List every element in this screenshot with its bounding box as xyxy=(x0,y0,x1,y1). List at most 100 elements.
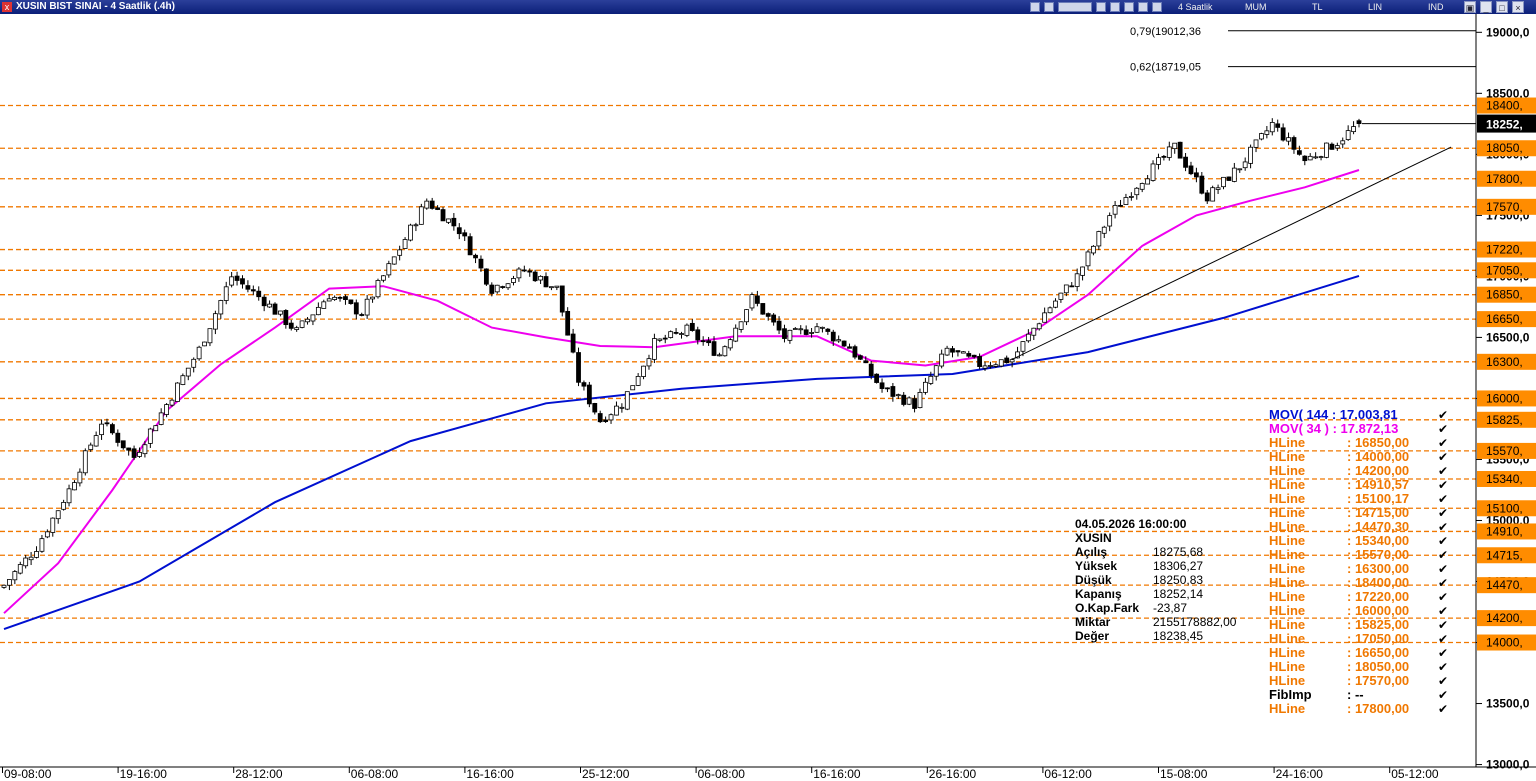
minimize-icon[interactable]: _ xyxy=(1480,1,1492,13)
candle-up xyxy=(375,280,381,298)
scale-selector[interactable]: LIN xyxy=(1368,2,1383,12)
hline-label: 14715, xyxy=(1486,548,1523,562)
maximize-icon[interactable]: □ xyxy=(1496,1,1508,13)
candle xyxy=(337,296,343,302)
toolbar-icon-4[interactable] xyxy=(1096,2,1106,12)
trend-line-segment xyxy=(1011,146,1452,360)
candle-up xyxy=(1123,197,1129,205)
candle-up xyxy=(218,300,224,315)
candle-up xyxy=(50,517,56,533)
candle-up xyxy=(727,339,733,349)
legend-check: ✔ xyxy=(1438,534,1448,548)
legend-item-name: HLine xyxy=(1269,645,1305,660)
candle xyxy=(679,331,684,339)
candle xyxy=(852,344,858,360)
legend-item-value: : 16850,00 xyxy=(1347,435,1409,450)
candle-up xyxy=(733,327,739,342)
candle-up xyxy=(1324,142,1329,158)
candle-down xyxy=(977,356,982,367)
toolbar-icon-7[interactable] xyxy=(1138,2,1148,12)
candle-down xyxy=(754,295,760,304)
toolbar-icon-8[interactable] xyxy=(1152,2,1162,12)
candle xyxy=(684,323,690,338)
candle xyxy=(641,365,646,380)
price-chart[interactable]: 0,79(19012,36 0,62(18719,05 04.05.2026 16… xyxy=(0,14,1536,781)
candle-up xyxy=(641,365,646,377)
candle xyxy=(153,425,159,432)
pencil-icon[interactable] xyxy=(1124,2,1134,12)
toolbar-icon-3[interactable] xyxy=(1058,2,1092,12)
legend-item-value: : 16000,00 xyxy=(1347,603,1409,618)
toolbar-icon-1[interactable] xyxy=(1030,2,1040,12)
candle-up xyxy=(1074,273,1080,287)
candle-up xyxy=(305,318,310,323)
legend-item-value: : 17220,00 xyxy=(1347,589,1409,604)
candle xyxy=(906,396,912,406)
toolbar-icon-5[interactable] xyxy=(1110,2,1120,12)
period-selector[interactable]: 4 Saatlik xyxy=(1178,2,1213,12)
candle xyxy=(933,365,939,381)
candle xyxy=(1139,182,1145,193)
candle xyxy=(110,422,115,435)
hline-label-bg xyxy=(1477,500,1536,517)
legend-check: ✔ xyxy=(1438,688,1448,702)
candle-up xyxy=(836,339,842,342)
candle xyxy=(754,290,760,307)
candle xyxy=(359,312,365,317)
candle xyxy=(191,357,197,373)
candle xyxy=(820,326,825,333)
candle-up xyxy=(1047,307,1053,314)
candle xyxy=(706,336,711,346)
hline-label: 16000, xyxy=(1486,391,1523,405)
mode-selector[interactable]: IND xyxy=(1428,2,1444,12)
legend-check: ✔ xyxy=(1438,674,1448,688)
candle-down xyxy=(467,236,473,256)
candle-down xyxy=(1226,176,1232,181)
legend-item-name: HLine xyxy=(1269,449,1305,464)
candle xyxy=(662,334,668,344)
candle xyxy=(34,546,39,559)
candle-down xyxy=(825,328,831,332)
candle xyxy=(180,373,186,386)
pin-icon[interactable]: ▣ xyxy=(1464,1,1476,13)
candle-up xyxy=(1020,341,1026,352)
candle xyxy=(603,416,609,423)
candle xyxy=(543,272,549,288)
candle-up xyxy=(299,320,305,328)
candle-down xyxy=(456,227,462,235)
hline-label: 15825, xyxy=(1486,413,1523,427)
legend-item-name: HLine xyxy=(1269,547,1305,562)
hline-label-bg xyxy=(1477,353,1536,370)
legend-item-value: : 15825,00 xyxy=(1347,617,1409,632)
toolbar-icon-2[interactable] xyxy=(1044,2,1054,12)
candle-up xyxy=(169,399,175,406)
candle-up xyxy=(1063,284,1069,294)
candle xyxy=(473,253,478,264)
candle-up xyxy=(939,353,945,367)
candle-up xyxy=(1031,327,1037,336)
candle xyxy=(1069,282,1075,288)
currency-selector[interactable]: TL xyxy=(1312,2,1323,12)
candle xyxy=(424,198,430,210)
candle-up xyxy=(1107,215,1113,227)
plot-area[interactable] xyxy=(0,14,1476,767)
window-title: XUSIN BIST SINAI - 4 Saatlik (.4h) xyxy=(16,1,175,12)
candle xyxy=(890,382,896,402)
x-icon[interactable]: x xyxy=(2,2,12,12)
candle xyxy=(1118,199,1123,207)
hline-label-bg xyxy=(1477,198,1536,215)
x-tick-label: 05-12:00 xyxy=(1391,767,1439,781)
chart-style-selector[interactable]: MUM xyxy=(1245,2,1267,12)
close-icon[interactable]: × xyxy=(1512,1,1524,13)
y-tick-label: 18500,0 xyxy=(1486,86,1530,100)
candle xyxy=(559,285,565,317)
candle xyxy=(429,197,435,210)
hline-label: 17570, xyxy=(1486,200,1523,214)
candle xyxy=(353,299,359,320)
candle-down xyxy=(115,432,121,443)
candle-down xyxy=(261,296,267,307)
legend-item-value: : 14000,00 xyxy=(1347,449,1409,464)
candle xyxy=(1264,125,1270,139)
candle-up xyxy=(928,375,934,384)
candle xyxy=(332,295,338,301)
